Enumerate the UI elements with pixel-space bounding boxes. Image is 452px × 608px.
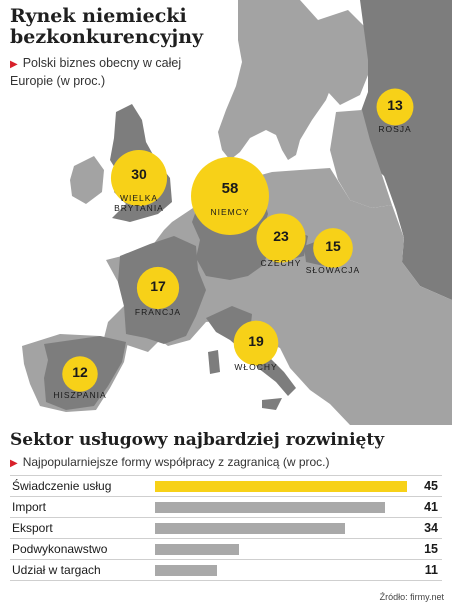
bubble-label-3: WŁOCHY <box>234 362 277 372</box>
bubble-value-0: 58 <box>222 180 239 197</box>
bubble-7 <box>62 356 98 392</box>
ireland-shape <box>70 156 104 204</box>
bubble-value-7: 12 <box>72 364 88 380</box>
bar-mark <box>155 565 217 576</box>
mainland-shape <box>104 168 452 425</box>
bubble-5 <box>313 228 353 268</box>
bubble-label-2: CZECHY <box>261 258 302 268</box>
bar-chart-subtitle: ▶ Najpopularniejsze formy współpracy z za… <box>10 454 330 472</box>
bubble-6 <box>376 88 414 126</box>
bar-mark <box>155 523 346 534</box>
bubble-label-6: ROSJA <box>378 124 411 134</box>
bubble-3 <box>233 320 279 366</box>
bar-label: Podwykonawstwo <box>12 542 108 556</box>
bar-row: Udział w targach 11 <box>10 559 442 581</box>
sicily-shape <box>262 398 282 410</box>
bar-value: 15 <box>424 542 438 556</box>
bar-mark <box>155 544 239 555</box>
bar-row: Świadczenie usług 45 <box>10 475 442 496</box>
bar-label: Eksport <box>12 521 53 535</box>
bar-value: 34 <box>424 521 438 535</box>
map-title: Rynek niemiecki bezkonkurencyjny <box>10 5 204 48</box>
bubble-value-1: 30 <box>131 166 147 182</box>
triangle-icon: ▶ <box>10 59 18 70</box>
baltics-shape <box>330 110 392 208</box>
bar-row: Import 41 <box>10 496 442 517</box>
bar-row: Podwykonawstwo 15 <box>10 538 442 559</box>
bar-label: Udział w targach <box>12 563 101 577</box>
bubble-value-6: 13 <box>387 97 403 113</box>
bubble-4 <box>136 266 180 310</box>
bar-row: Eksport 34 <box>10 517 442 538</box>
bar-mark <box>155 481 407 492</box>
bubble-0 <box>191 157 269 235</box>
map-subtitle: ▶ Polski biznes obecny w całej Europie (w… <box>10 55 200 90</box>
bubble-value-3: 19 <box>248 333 264 349</box>
bubble-label-0: NIEMCY <box>210 207 249 217</box>
finland-shape <box>318 10 370 105</box>
bubble-label-1-0: WIELKA <box>120 193 158 203</box>
bar-chart: Świadczenie usług 45 Import 41 Eksport 34 Podw… <box>10 475 442 581</box>
bar-value: 11 <box>424 563 438 577</box>
bar-label: Import <box>12 500 47 514</box>
bubble-label-4: FRANCJA <box>135 307 181 317</box>
bar-mark <box>155 502 385 513</box>
bubble-label-5: SŁOWACJA <box>306 265 360 275</box>
sardinia-shape <box>208 350 220 374</box>
source-note: Źródło: firmy.net <box>379 592 444 602</box>
map-subtitle-text: Polski biznes obecny w całej Europie (w … <box>10 56 182 88</box>
bubble-value-4: 17 <box>150 278 166 294</box>
bar-label: Świadczenie usług <box>12 479 112 493</box>
bubble-label-7: HISZPANIA <box>53 390 106 400</box>
bubble-2 <box>256 213 306 263</box>
bubble-value-5: 15 <box>325 238 341 254</box>
bar-chart-title: Sektor usługowy najbardziej rozwinięty <box>10 430 385 450</box>
bubble-1 <box>110 149 168 207</box>
bar-value: 41 <box>424 500 438 514</box>
bar-value: 45 <box>424 479 438 493</box>
scandinavia-shape <box>218 0 342 160</box>
bubble-label-1-1: BRYTANIA <box>114 203 164 213</box>
triangle-icon: ▶ <box>10 458 18 469</box>
russia-shape <box>352 0 452 300</box>
bar-chart-subtitle-text: Najpopularniejsze formy współpracy z zag… <box>22 455 330 469</box>
bubble-value-2: 23 <box>273 228 289 244</box>
